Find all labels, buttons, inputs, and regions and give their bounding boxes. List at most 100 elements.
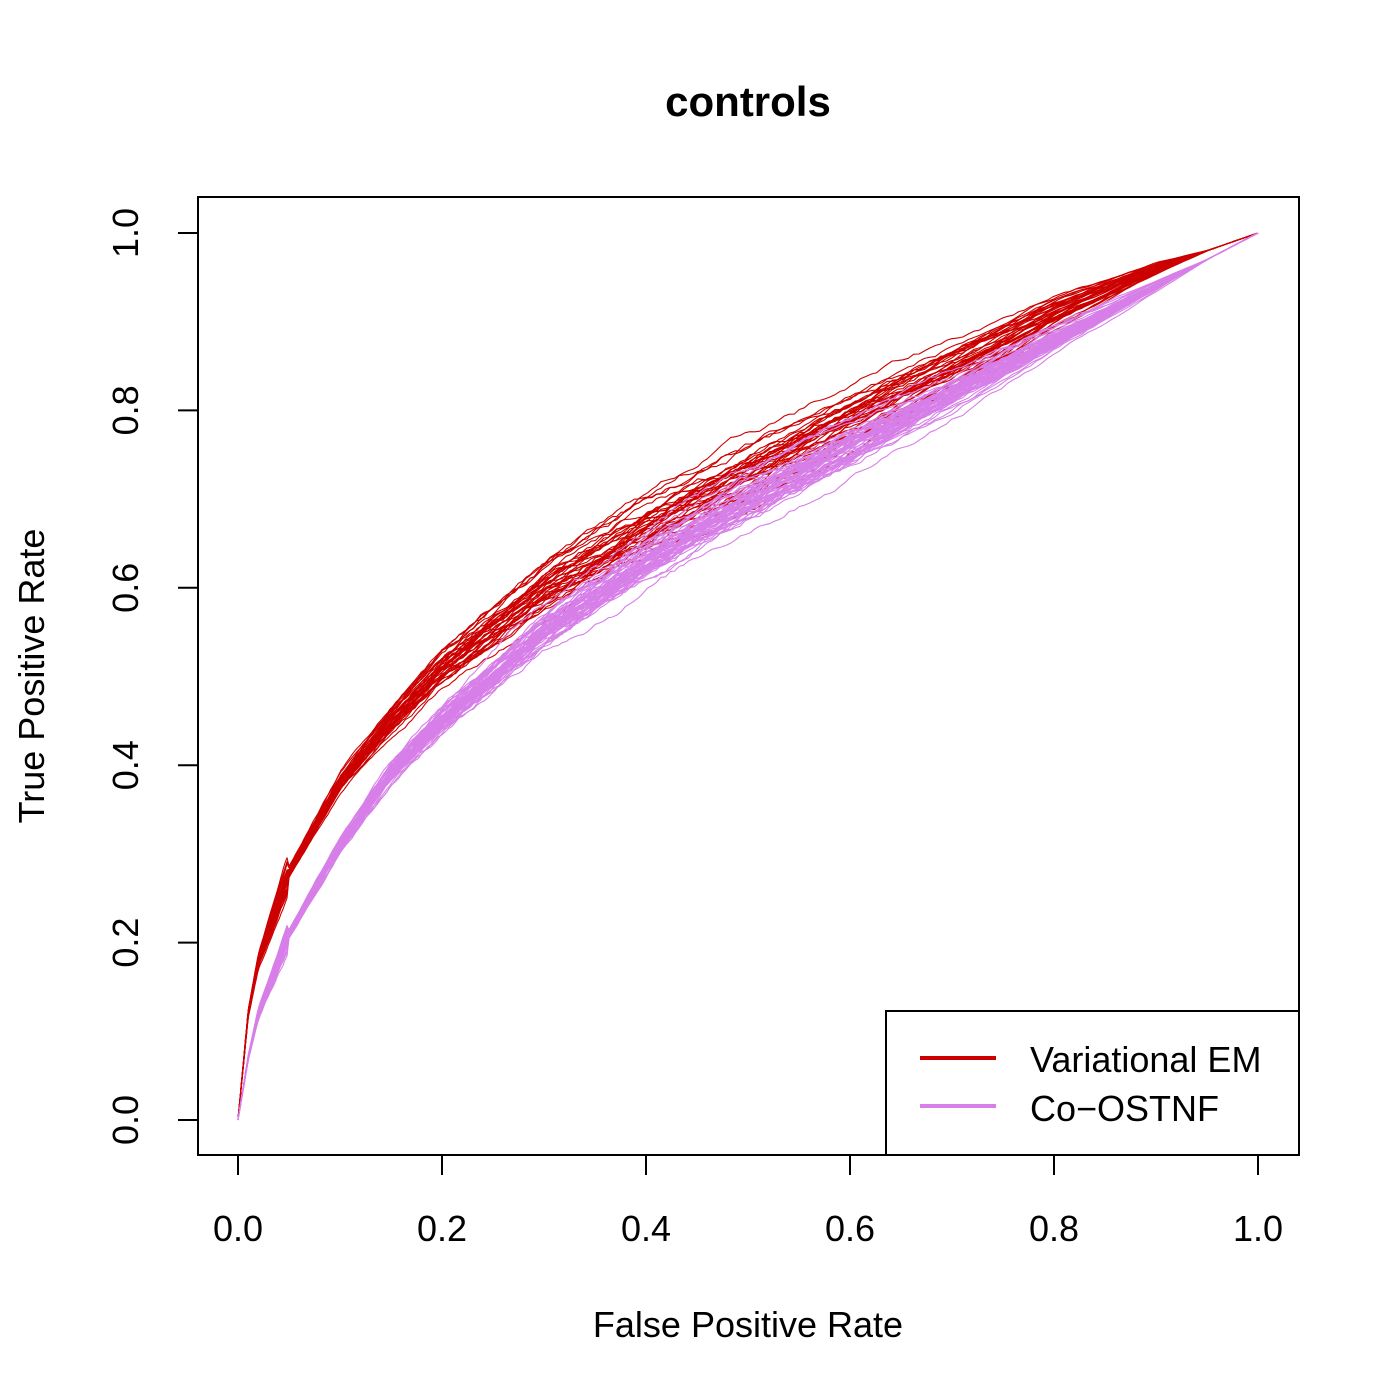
roc-curve-co-ostnf xyxy=(237,232,1259,1121)
roc-curve-variational-em xyxy=(237,232,1259,1121)
roc-curve-variational-em xyxy=(237,232,1259,1121)
x-tick-label: 1.0 xyxy=(1233,1208,1283,1249)
roc-curve-variational-em xyxy=(237,232,1259,1121)
roc-curve-co-ostnf xyxy=(237,232,1259,1121)
roc-curve-variational-em xyxy=(237,232,1259,1121)
roc-curve-co-ostnf xyxy=(237,232,1259,1121)
roc-curve-co-ostnf xyxy=(237,232,1259,1121)
roc-curve-co-ostnf xyxy=(237,232,1259,1121)
roc-curve-co-ostnf xyxy=(237,232,1259,1121)
roc-curve-variational-em xyxy=(237,232,1259,1121)
roc-curve-co-ostnf xyxy=(237,232,1259,1121)
y-tick-label: 0.4 xyxy=(105,740,146,790)
roc-curve-co-ostnf xyxy=(237,232,1259,1121)
roc-curve-co-ostnf xyxy=(237,232,1259,1121)
roc-curve-co-ostnf xyxy=(237,232,1259,1121)
roc-curve-co-ostnf xyxy=(237,232,1259,1121)
roc-curve-variational-em xyxy=(237,232,1259,1121)
roc-curve-variational-em xyxy=(237,232,1259,1121)
roc-curve-co-ostnf xyxy=(237,232,1259,1121)
x-axis-label: False Positive Rate xyxy=(593,1304,903,1345)
y-axis: 0.0 0.2 0.4 0.6 0.8 1.0 xyxy=(105,208,199,1145)
x-tick-label: 0.0 xyxy=(213,1208,263,1249)
roc-curve-variational-em xyxy=(237,232,1259,1121)
roc-curve-co-ostnf xyxy=(237,232,1259,1121)
roc-curve-co-ostnf xyxy=(237,232,1259,1121)
roc-curve-co-ostnf xyxy=(237,232,1259,1121)
roc-curve-co-ostnf xyxy=(237,232,1259,1121)
roc-curve-variational-em xyxy=(237,232,1259,1121)
roc-curve-variational-em xyxy=(237,232,1259,1121)
roc-curve-variational-em xyxy=(237,232,1259,1121)
x-tick-label: 0.2 xyxy=(417,1208,467,1249)
y-tick-label: 1.0 xyxy=(105,208,146,258)
roc-curve-co-ostnf xyxy=(237,232,1259,1121)
roc-curve-variational-em xyxy=(237,232,1259,1121)
roc-curve-co-ostnf xyxy=(237,232,1259,1121)
roc-curve-co-ostnf xyxy=(237,232,1259,1121)
roc-curve-co-ostnf xyxy=(237,232,1259,1121)
roc-curve-variational-em xyxy=(237,232,1259,1121)
x-tick-label: 0.6 xyxy=(825,1208,875,1249)
roc-curve-co-ostnf xyxy=(237,232,1259,1121)
roc-curve-variational-em xyxy=(237,232,1259,1121)
roc-curve-variational-em xyxy=(237,232,1259,1121)
legend: Variational EM Co−OSTNF xyxy=(885,1010,1300,1156)
roc-curve-co-ostnf xyxy=(237,232,1259,1121)
legend-box xyxy=(885,1010,1300,1156)
roc-curve-variational-em xyxy=(237,232,1259,1121)
y-axis-ticks: 0.0 0.2 0.4 0.6 0.8 1.0 xyxy=(105,208,198,1145)
y-tick-label: 0.8 xyxy=(105,385,146,435)
roc-curve-variational-em xyxy=(237,232,1259,1121)
roc-curve-variational-em xyxy=(237,232,1259,1121)
roc-curve-co-ostnf xyxy=(237,232,1259,1121)
roc-curve-variational-em xyxy=(237,232,1259,1121)
roc-curve-co-ostnf xyxy=(237,232,1259,1121)
roc-curve-co-ostnf xyxy=(237,232,1259,1121)
roc-curve-variational-em xyxy=(237,232,1259,1121)
roc-curve-co-ostnf xyxy=(237,232,1259,1121)
y-axis-label: True Positive Rate xyxy=(11,529,52,824)
roc-curve-variational-em xyxy=(237,232,1259,1121)
roc-curve-co-ostnf xyxy=(237,232,1259,1121)
roc-curves xyxy=(237,232,1259,1121)
roc-curve-co-ostnf xyxy=(237,232,1259,1121)
roc-curve-variational-em xyxy=(237,232,1259,1121)
roc-curve-co-ostnf xyxy=(237,232,1259,1121)
roc-curve-co-ostnf xyxy=(237,232,1259,1121)
roc-curve-co-ostnf xyxy=(237,232,1259,1121)
legend-label-variational-em: Variational EM xyxy=(1030,1039,1261,1080)
roc-curve-variational-em xyxy=(237,232,1259,1121)
roc-curve-co-ostnf xyxy=(237,232,1259,1121)
roc-curve-co-ostnf xyxy=(237,232,1259,1121)
roc-curve-variational-em xyxy=(237,232,1259,1121)
y-tick-label: 0.0 xyxy=(105,1095,146,1145)
chart-title: controls xyxy=(665,78,831,125)
roc-curve-co-ostnf xyxy=(237,232,1259,1121)
y-tick-label: 0.2 xyxy=(105,918,146,968)
roc-curve-co-ostnf xyxy=(237,232,1259,1121)
x-tick-label: 0.4 xyxy=(621,1208,671,1249)
roc-curve-co-ostnf xyxy=(237,232,1259,1121)
roc-curve-co-ostnf xyxy=(237,232,1259,1121)
roc-curve-variational-em xyxy=(237,232,1259,1121)
roc-curve-co-ostnf xyxy=(237,232,1259,1121)
roc-curve-co-ostnf xyxy=(237,232,1259,1121)
roc-curve-co-ostnf xyxy=(237,232,1259,1121)
x-tick-label: 0.8 xyxy=(1029,1208,1079,1249)
x-axis: 0.0 0.2 0.4 0.6 0.8 1.0 xyxy=(213,1154,1283,1249)
roc-curve-co-ostnf xyxy=(237,232,1259,1121)
roc-curve-variational-em xyxy=(237,232,1259,1121)
x-axis-ticks: 0.0 0.2 0.4 0.6 0.8 1.0 xyxy=(213,1155,1283,1249)
roc-curve-co-ostnf xyxy=(237,232,1259,1121)
roc-curve-variational-em xyxy=(237,232,1259,1121)
roc-curve-co-ostnf xyxy=(237,232,1259,1121)
roc-curve-variational-em xyxy=(237,232,1259,1121)
y-tick-label: 0.6 xyxy=(105,563,146,613)
roc-curve-co-ostnf xyxy=(237,232,1259,1121)
roc-curve-variational-em xyxy=(237,232,1259,1121)
roc-curve-variational-em xyxy=(237,232,1259,1121)
roc-curve-co-ostnf xyxy=(237,232,1259,1121)
roc-curve-variational-em xyxy=(237,232,1259,1121)
